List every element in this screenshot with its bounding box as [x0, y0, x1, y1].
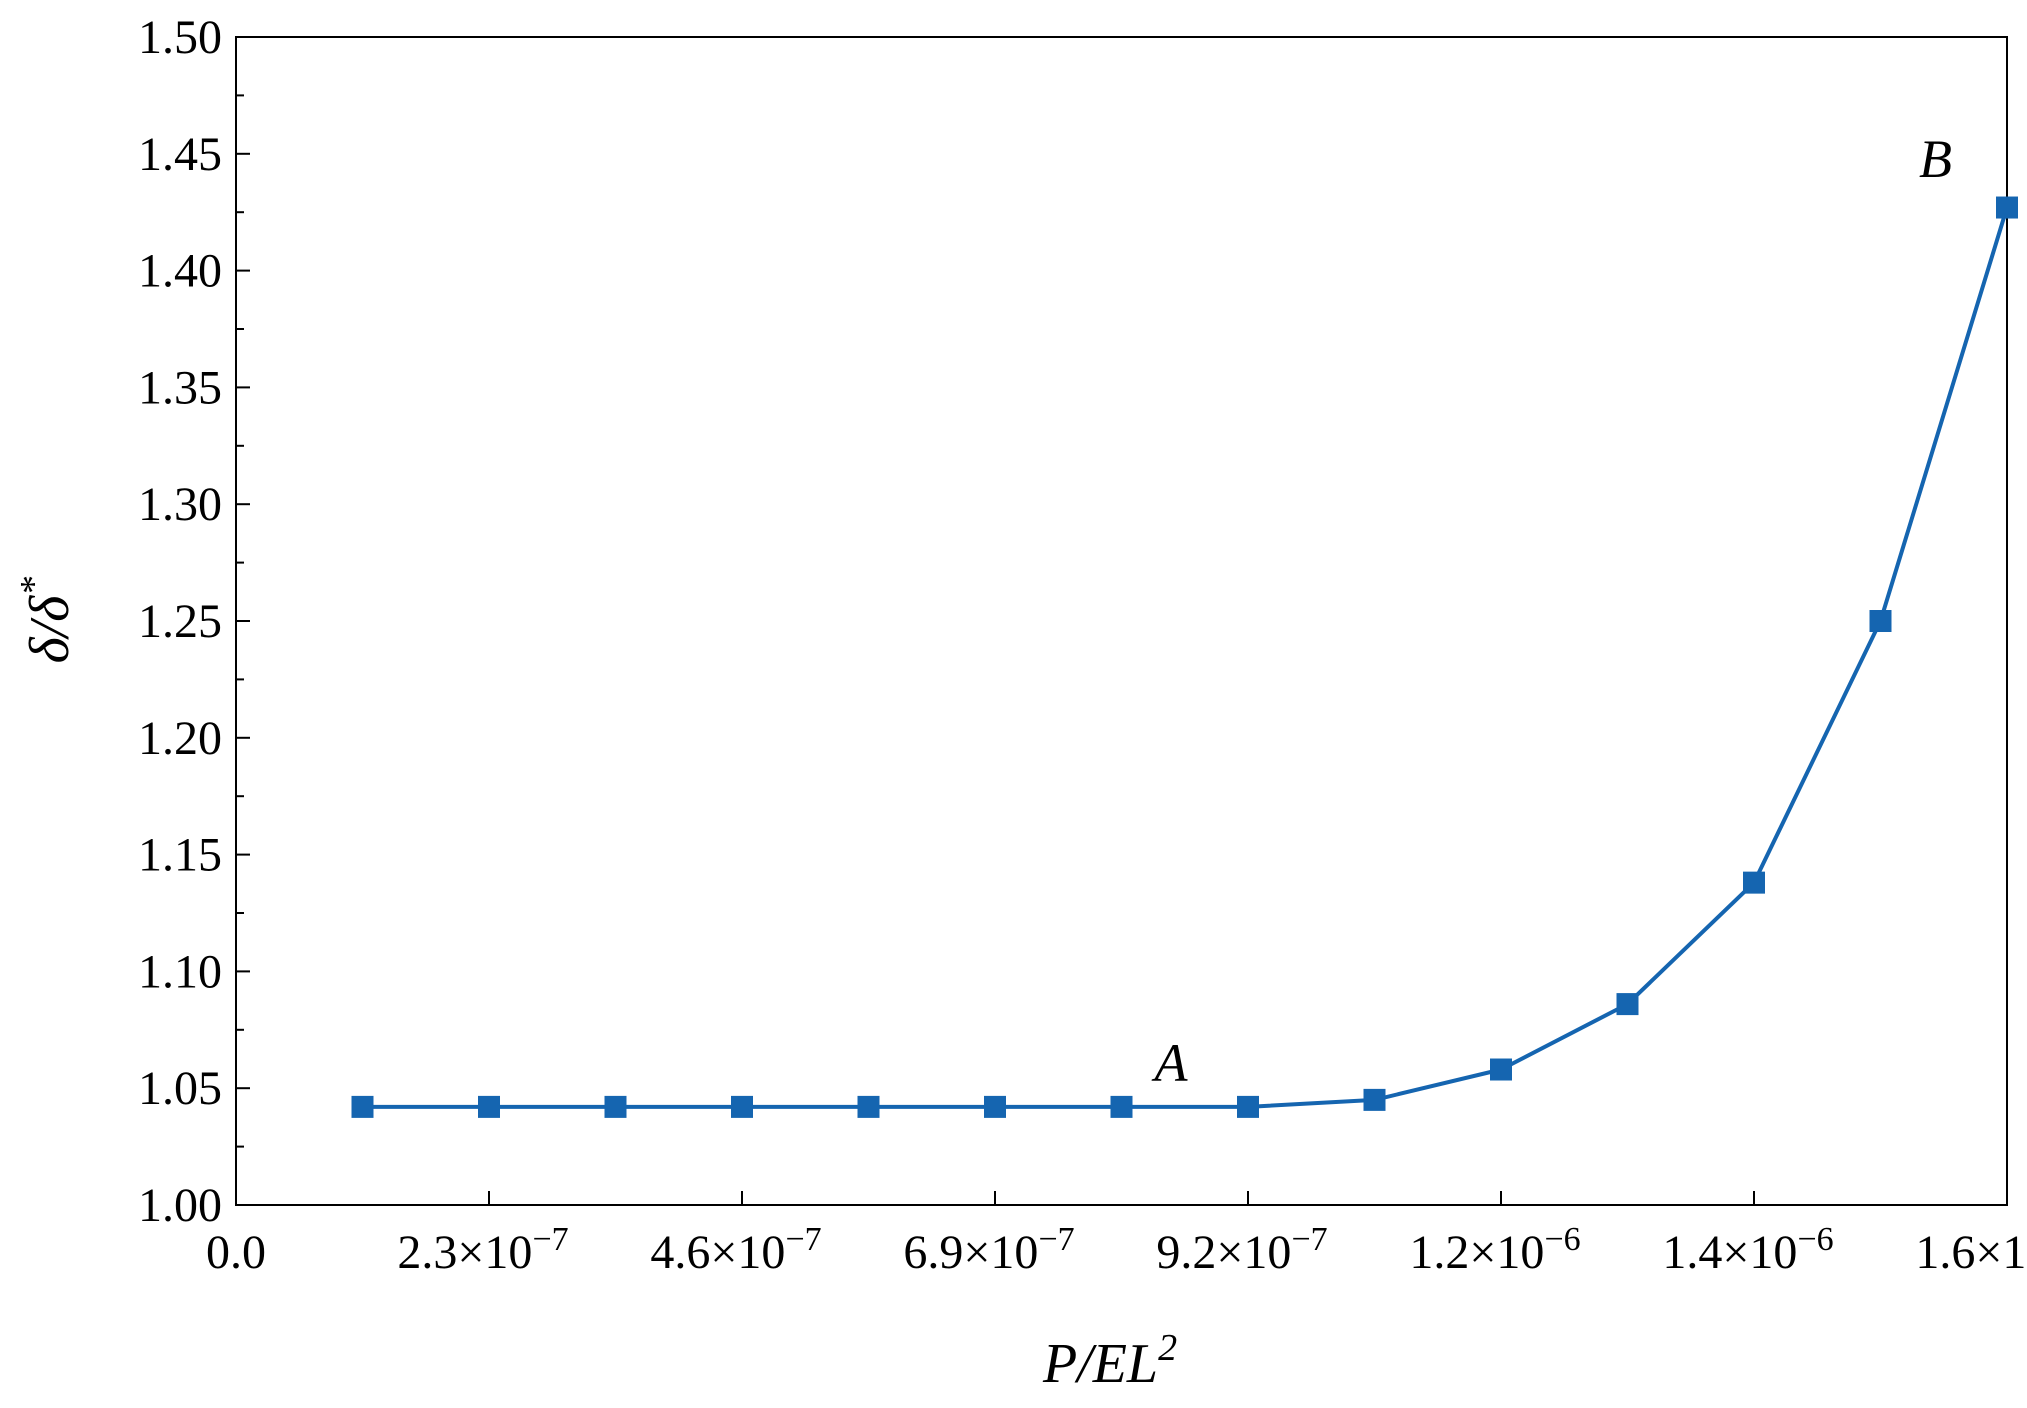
data-point-marker — [604, 1095, 627, 1118]
y-tick-label: 1.00 — [138, 1179, 222, 1232]
y-tick-label: 1.35 — [138, 361, 222, 414]
y-axis-ticks: 1.00 1.05 1.10 1.15 1.20 1.25 1.30 1.35 1.40 1.45… — [138, 11, 250, 1232]
data-point-marker — [1363, 1088, 1386, 1111]
y-tick-label: 1.30 — [138, 478, 222, 531]
x-tick-label: 1.4×10−6 — [1662, 1221, 1833, 1279]
x-axis-ticks: 0.0 2.3×10−7 4.6×10−7 6.9×10−7 9.2×10−7 1.2×1… — [206, 1191, 2027, 1279]
x-axis-title: P/EL2 — [1042, 1327, 1177, 1395]
y-tick-label: 1.20 — [138, 712, 222, 765]
x-tick-label: 1.6×10−6 — [1915, 1221, 2027, 1279]
y-tick-label: 1.25 — [138, 595, 222, 648]
x-tick-label: 9.2×10−7 — [1156, 1221, 1327, 1279]
y-tick-label: 1.05 — [138, 1062, 222, 1115]
y-axis-title: δ/δ* — [13, 577, 81, 664]
data-point-marker — [1110, 1095, 1133, 1118]
data-point-marker — [1490, 1058, 1512, 1081]
data-point-marker — [1996, 196, 2018, 219]
data-point-marker — [1743, 871, 1765, 894]
data-point-marker — [351, 1095, 374, 1118]
y-tick-label: 1.15 — [138, 829, 222, 882]
y-tick-label: 1.40 — [138, 245, 222, 298]
annotation-label: B — [1919, 129, 1952, 189]
x-tick-label: 0.0 — [206, 1226, 266, 1279]
series-group — [351, 196, 2018, 1118]
data-point-marker — [857, 1095, 880, 1118]
x-tick-label: 1.2×10−6 — [1409, 1221, 1580, 1279]
data-point-marker — [984, 1095, 1006, 1118]
y-tick-label: 1.50 — [138, 11, 222, 64]
data-point-marker — [731, 1095, 753, 1118]
data-point-marker — [1869, 610, 1892, 632]
plot-frame — [235, 36, 2008, 1206]
x-tick-label: 6.9×10−7 — [903, 1221, 1074, 1279]
annotations: AB — [1152, 129, 1953, 1093]
series-line — [362, 206, 2009, 1109]
y-tick-label: 1.45 — [138, 128, 222, 181]
data-point-marker — [1237, 1095, 1259, 1118]
annotation-label: A — [1152, 1033, 1189, 1093]
y-tick-label: 1.10 — [138, 945, 222, 998]
x-tick-label: 4.6×10−7 — [650, 1221, 821, 1279]
data-point-marker — [478, 1095, 500, 1118]
x-tick-label: 2.3×10−7 — [397, 1221, 568, 1279]
data-point-marker — [1616, 993, 1639, 1016]
